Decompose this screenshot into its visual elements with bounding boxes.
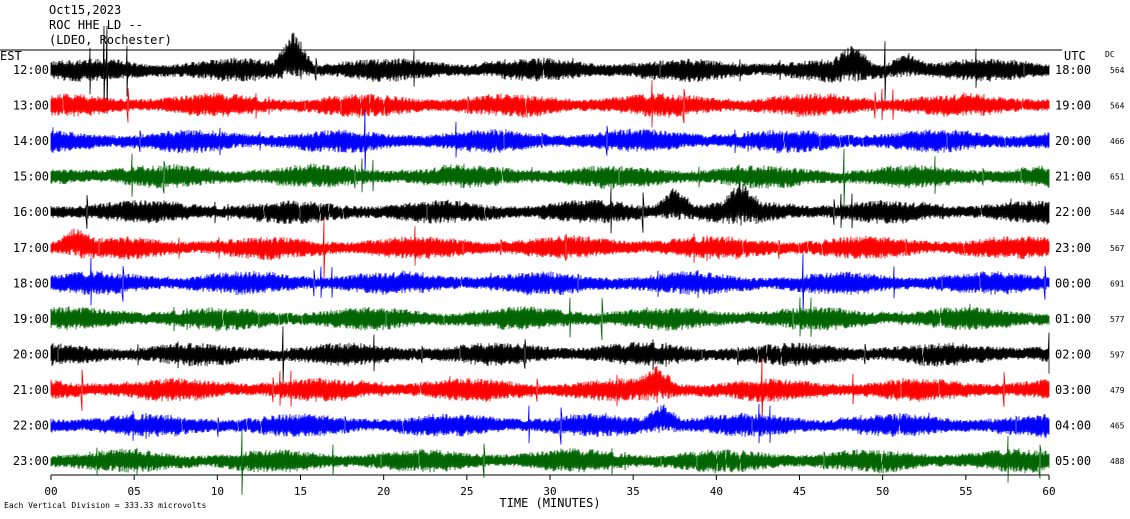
dc-value: 465 <box>1110 422 1125 431</box>
x-tick-label: 00 <box>44 485 57 498</box>
utc-label: 23:00 <box>1055 241 1091 255</box>
dc-axis-title: DC <box>1105 50 1115 59</box>
dc-value: 691 <box>1110 279 1125 288</box>
est-axis-title: EST <box>0 49 22 63</box>
x-tick-label: 15 <box>294 485 307 498</box>
utc-label: 20:00 <box>1055 134 1091 148</box>
trace-2100 <box>50 357 1050 426</box>
dc-value: 651 <box>1110 173 1125 182</box>
x-tick-label: 55 <box>959 485 972 498</box>
x-tick-label: 40 <box>710 485 723 498</box>
utc-label: 19:00 <box>1055 99 1091 113</box>
chart-station: ROC HHE LD -- <box>49 18 143 32</box>
utc-label: 02:00 <box>1055 347 1091 361</box>
utc-label: 22:00 <box>1055 205 1091 219</box>
dc-value: 564 <box>1110 102 1125 111</box>
trace-2300 <box>50 430 1050 495</box>
vertical-division-note: Each Vertical Division = 333.33 microvol… <box>4 501 207 510</box>
est-label: 23:00 <box>13 454 49 468</box>
est-label: 17:00 <box>13 241 49 255</box>
dc-value: 544 <box>1110 208 1125 217</box>
trace-1900 <box>50 297 1050 341</box>
est-label: 16:00 <box>13 205 49 219</box>
trace-1200 <box>50 25 1050 114</box>
chart-date: Oct15,2023 <box>49 3 122 17</box>
trace-1300 <box>50 80 1050 128</box>
x-tick-label: 45 <box>793 485 806 498</box>
utc-label: 03:00 <box>1055 383 1091 397</box>
est-label: 20:00 <box>13 347 49 361</box>
x-tick-label: 35 <box>627 485 640 498</box>
trace-1600 <box>50 182 1050 234</box>
x-tick-label: 20 <box>377 485 390 498</box>
trace-2200 <box>50 403 1050 445</box>
est-label: 21:00 <box>13 383 49 397</box>
trace-1500 <box>50 148 1050 208</box>
trace-1700 <box>50 219 1050 279</box>
utc-label: 18:00 <box>1055 63 1091 77</box>
x-tick-label: 60 <box>1042 485 1055 498</box>
est-label: 18:00 <box>13 276 49 290</box>
utc-label: 05:00 <box>1055 454 1091 468</box>
utc-axis-title: UTC <box>1064 49 1086 63</box>
est-label: 13:00 <box>13 99 49 113</box>
x-tick-label: 05 <box>128 485 141 498</box>
est-label: 19:00 <box>13 312 49 326</box>
dc-value: 488 <box>1110 457 1125 466</box>
utc-label: 01:00 <box>1055 312 1091 326</box>
trace-2000 <box>50 326 1050 386</box>
dc-value: 597 <box>1110 350 1125 359</box>
x-tick-label: 10 <box>211 485 224 498</box>
trace-1400 <box>50 109 1050 176</box>
trace-1800 <box>50 253 1050 317</box>
est-label: 15:00 <box>13 170 49 184</box>
chart-location: (LDEO, Rochester) <box>49 33 172 47</box>
x-tick-label: 50 <box>876 485 889 498</box>
dc-value: 567 <box>1110 244 1125 253</box>
est-label: 14:00 <box>13 134 49 148</box>
est-label: 12:00 <box>13 63 49 77</box>
x-axis-title: TIME (MINUTES) <box>499 496 600 510</box>
dc-value: 564 <box>1110 66 1125 75</box>
utc-label: 00:00 <box>1055 276 1091 290</box>
dc-value: 479 <box>1110 386 1125 395</box>
utc-label: 21:00 <box>1055 170 1091 184</box>
utc-label: 04:00 <box>1055 419 1091 433</box>
x-tick-label: 30 <box>543 485 556 498</box>
dc-value: 466 <box>1110 137 1125 146</box>
x-tick-label: 25 <box>460 485 473 498</box>
est-label: 22:00 <box>13 419 49 433</box>
dc-value: 577 <box>1110 315 1125 324</box>
